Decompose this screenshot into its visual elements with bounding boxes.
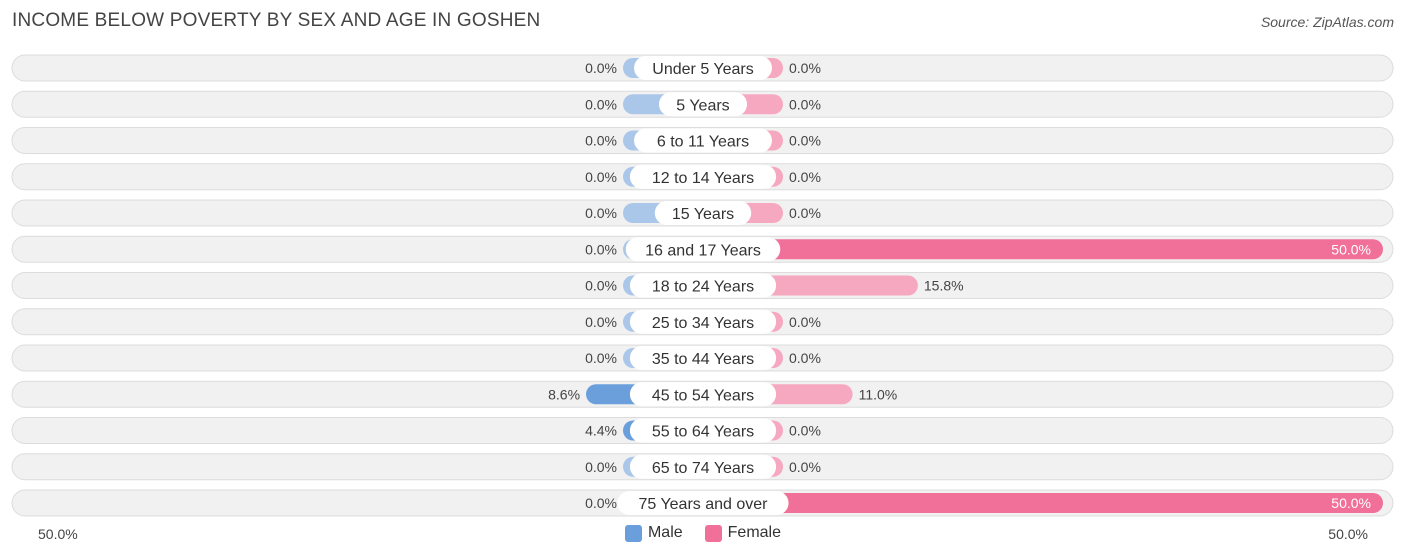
category-label: 55 to 64 Years — [652, 424, 754, 441]
female-value-label: 0.0% — [789, 96, 821, 112]
female-value-label: 11.0% — [859, 386, 898, 402]
male-value-label: 0.0% — [585, 314, 617, 330]
legend-female-label: Female — [727, 524, 782, 541]
chart-row: 0.0% 0.0% 12 to 14 Years — [11, 163, 1394, 191]
female-value-label: 15.8% — [924, 278, 964, 294]
male-value-label: 0.0% — [585, 96, 617, 112]
category-pill — [658, 92, 748, 117]
male-value-label: 0.0% — [585, 350, 617, 366]
category-pill — [629, 164, 777, 189]
female-value-label: 0.0% — [789, 350, 821, 366]
category-pill — [617, 491, 789, 515]
axis-left-label: 50.0% — [38, 526, 78, 542]
chart-row: 0.0% 0.0% 15 Years — [11, 199, 1394, 227]
male-value-label: 0.0% — [585, 133, 617, 149]
female-value-label: 0.0% — [789, 205, 821, 221]
category-label: 35 to 44 Years — [652, 351, 754, 368]
category-label: Under 5 Years — [652, 61, 753, 78]
female-value-label: 0.0% — [789, 169, 821, 185]
category-label: 75 Years and over — [639, 496, 769, 513]
category-pill — [625, 237, 781, 262]
legend-item-female[interactable]: Female — [704, 524, 782, 542]
category-pill — [634, 128, 772, 153]
category-pill — [629, 273, 777, 298]
male-swatch — [624, 524, 642, 542]
category-pill — [629, 454, 777, 479]
male-value-label: 0.0% — [585, 205, 617, 221]
male-value-label: 4.4% — [585, 423, 617, 439]
female-value-label: 50.0% — [1331, 495, 1371, 511]
chart-row: 0.0% 50.0% 75 Years and over — [11, 489, 1394, 517]
category-pill — [634, 56, 772, 80]
category-label: 45 to 54 Years — [652, 387, 754, 404]
chart-row: 0.0% 15.8% 18 to 24 Years — [11, 272, 1394, 299]
female-value-label: 0.0% — [789, 314, 821, 330]
chart-row: 0.0% 0.0% 6 to 11 Years — [11, 127, 1394, 154]
category-label: 15 Years — [672, 206, 734, 223]
category-label: 6 to 11 Years — [657, 134, 749, 151]
category-label: 16 and 17 Years — [645, 242, 761, 259]
category-label: 65 to 74 Years — [652, 460, 754, 477]
category-pill — [629, 309, 777, 334]
chart-row: 0.0% 0.0% 25 to 34 Years — [11, 308, 1394, 336]
male-value-label: 0.0% — [585, 495, 617, 511]
legend-item-male[interactable]: Male — [624, 524, 683, 542]
category-pill — [629, 382, 777, 407]
legend-male-label: Male — [647, 524, 683, 541]
female-value-label: 50.0% — [1331, 241, 1371, 257]
chart-row: 8.6% 11.0% 45 to 54 Years — [11, 380, 1394, 408]
axis-right-label: 50.0% — [1328, 526, 1368, 542]
source-label: Source: ZipAtlas.com — [1260, 14, 1394, 30]
female-bar[interactable] — [703, 493, 1383, 513]
female-swatch — [704, 524, 722, 542]
female-value-label: 0.0% — [789, 459, 821, 475]
category-label: 5 Years — [676, 97, 729, 114]
chart-row: 0.0% 0.0% 65 to 74 Years — [11, 453, 1394, 481]
male-value-label: 0.0% — [585, 60, 617, 76]
category-label: 25 to 34 Years — [652, 315, 754, 332]
female-bar[interactable] — [703, 239, 1383, 260]
category-label: 12 to 14 Years — [652, 170, 754, 187]
female-value-label: 0.0% — [789, 423, 821, 439]
male-value-label: 0.0% — [585, 278, 617, 294]
female-value-label: 0.0% — [789, 133, 821, 149]
male-value-label: 0.0% — [585, 459, 617, 475]
male-value-label: 8.6% — [548, 386, 580, 402]
chart-row: 0.0% 0.0% 5 Years — [11, 90, 1394, 118]
chart-row: 0.0% 50.0% 16 and 17 Years — [11, 235, 1394, 263]
category-label: 18 to 24 Years — [652, 279, 754, 296]
chart-row: 4.4% 0.0% 55 to 64 Years — [11, 417, 1394, 444]
chart-row: 0.0% 0.0% 35 to 44 Years — [11, 344, 1394, 372]
category-pill — [629, 346, 777, 370]
male-value-label: 0.0% — [585, 169, 617, 185]
male-value-label: 0.0% — [585, 241, 617, 257]
female-value-label: 0.0% — [789, 60, 821, 76]
chart-row: 0.0% 0.0% Under 5 Years — [11, 54, 1394, 82]
chart-title: INCOME BELOW POVERTY BY SEX AND AGE IN G… — [12, 10, 541, 31]
legend: Male Female — [0, 524, 1406, 542]
category-pill — [629, 418, 777, 443]
category-pill — [654, 201, 752, 225]
